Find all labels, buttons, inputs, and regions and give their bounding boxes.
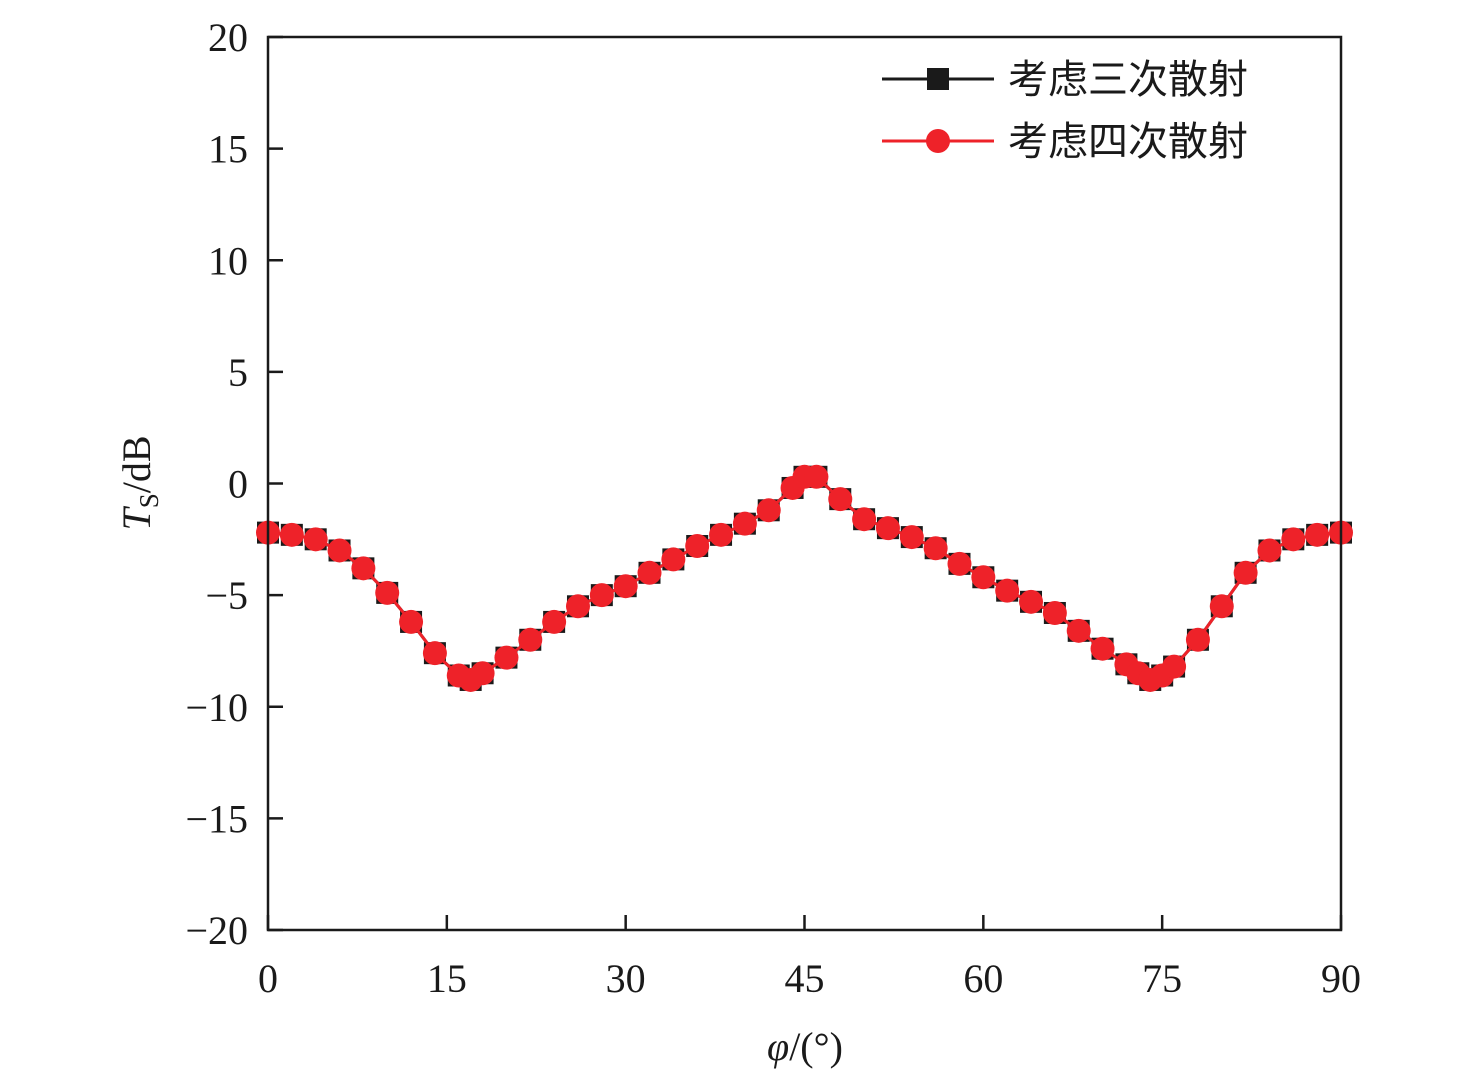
series-1-point-22 bbox=[756, 498, 781, 523]
legend-label-0: 考虑三次散射 bbox=[1008, 57, 1248, 103]
series-1-point-27 bbox=[852, 507, 877, 532]
legend-marker-1 bbox=[926, 129, 950, 153]
series-1 bbox=[256, 464, 1353, 692]
series-1-point-31 bbox=[947, 551, 972, 576]
y-axis-title: TS/dB bbox=[114, 435, 164, 530]
legend-item-0: 考虑三次散射 bbox=[882, 57, 1248, 103]
series-1-point-28 bbox=[875, 516, 900, 541]
series-1-point-44 bbox=[1209, 594, 1234, 619]
series-1-point-2 bbox=[303, 527, 328, 552]
y-tick-label-5: −5 bbox=[205, 573, 248, 618]
y-tick-label-0: 20 bbox=[208, 15, 248, 60]
y-tick-label-4: 0 bbox=[228, 462, 248, 507]
y-axis: 20 15 10 5 0 −5 −10 −15 −20 bbox=[185, 15, 283, 953]
x-tick-label-3: 45 bbox=[785, 956, 825, 1001]
series-1-point-42 bbox=[1162, 654, 1187, 679]
series-1-point-6 bbox=[399, 609, 424, 634]
x-tick-label-2: 30 bbox=[606, 956, 646, 1001]
series-1-point-29 bbox=[899, 525, 924, 550]
series-1-point-1 bbox=[279, 522, 304, 547]
series-1-point-17 bbox=[637, 560, 662, 585]
y-axis-symbol: T bbox=[114, 506, 159, 531]
x-axis: 0 15 30 45 60 75 90 bbox=[258, 915, 1361, 1001]
series-1-point-32 bbox=[971, 565, 996, 590]
series-1-point-3 bbox=[327, 538, 352, 563]
series-1-point-45 bbox=[1233, 560, 1258, 585]
x-axis-title: φ/(°) bbox=[767, 1024, 843, 1069]
series-1-point-30 bbox=[923, 536, 948, 561]
series-1-point-18 bbox=[661, 547, 686, 572]
x-tick-label-4: 60 bbox=[963, 956, 1003, 1001]
series-1-point-12 bbox=[518, 627, 543, 652]
series-1-point-14 bbox=[565, 594, 590, 619]
series-1-point-43 bbox=[1185, 627, 1210, 652]
plot-content bbox=[256, 464, 1353, 692]
y-tick-label-1: 15 bbox=[208, 127, 248, 172]
x-tick-label-1: 15 bbox=[427, 956, 467, 1001]
series-1-point-7 bbox=[422, 641, 447, 666]
series-1-point-36 bbox=[1066, 618, 1091, 643]
series-1-point-25 bbox=[804, 464, 829, 489]
series-1-point-46 bbox=[1257, 538, 1282, 563]
y-tick-label-2: 10 bbox=[208, 238, 248, 283]
y-tick-label-8: −20 bbox=[185, 908, 248, 953]
x-tick-label-6: 90 bbox=[1321, 956, 1361, 1001]
y-axis-subscript: S bbox=[134, 493, 164, 508]
series-1-point-48 bbox=[1305, 522, 1330, 547]
y-tick-label-3: 5 bbox=[228, 350, 248, 395]
series-1-point-26 bbox=[828, 487, 853, 512]
series-1-point-4 bbox=[351, 556, 376, 581]
series-1-point-47 bbox=[1281, 527, 1306, 552]
x-tick-label-5: 75 bbox=[1142, 956, 1182, 1001]
series-1-point-10 bbox=[470, 661, 495, 686]
legend-label-1: 考虑四次散射 bbox=[1008, 119, 1248, 165]
legend-marker-0 bbox=[927, 68, 949, 90]
series-1-point-5 bbox=[375, 580, 400, 605]
legend-item-1: 考虑四次散射 bbox=[882, 119, 1248, 165]
y-tick-label-7: −15 bbox=[185, 796, 248, 841]
series-1-point-16 bbox=[613, 574, 638, 599]
series-1-point-33 bbox=[995, 578, 1020, 603]
series-0 bbox=[257, 465, 1352, 691]
legend: 考虑三次散射 考虑四次散射 bbox=[882, 57, 1248, 165]
series-1-point-13 bbox=[542, 609, 567, 634]
series-1-point-34 bbox=[1019, 589, 1044, 614]
series-1-point-19 bbox=[685, 534, 710, 559]
y-axis-unit: /dB bbox=[114, 435, 159, 493]
x-axis-symbol: φ bbox=[767, 1024, 789, 1069]
x-axis-unit: /(°) bbox=[789, 1024, 843, 1069]
series-1-point-21 bbox=[732, 511, 757, 536]
series-1-point-15 bbox=[589, 583, 614, 608]
y-tick-label-6: −10 bbox=[185, 685, 248, 730]
x-tick-label-0: 0 bbox=[258, 956, 278, 1001]
series-1-point-35 bbox=[1042, 600, 1067, 625]
series-1-point-37 bbox=[1090, 636, 1115, 661]
series-1-point-20 bbox=[709, 522, 734, 547]
series-1-point-11 bbox=[494, 645, 519, 670]
